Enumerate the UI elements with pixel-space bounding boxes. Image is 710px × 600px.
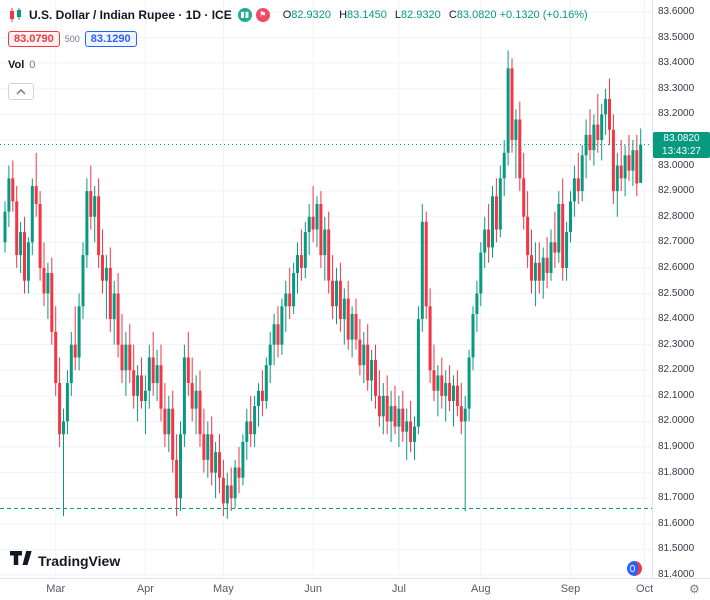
collapse-legend-button[interactable] bbox=[8, 83, 34, 100]
price-axis-label: 82.2000 bbox=[658, 364, 695, 376]
time-axis-label: Jul bbox=[391, 583, 406, 595]
price-axis-label: 81.7000 bbox=[658, 492, 695, 504]
volume-value: 0 bbox=[29, 59, 36, 71]
open-value: 82.9320 bbox=[291, 9, 332, 21]
legend: U.S. Dollar / Indian Rupee · 1D · ICE ▮▮… bbox=[8, 5, 588, 100]
tradingview-logo-icon bbox=[10, 551, 32, 570]
price-axis-label: 82.1000 bbox=[658, 389, 695, 401]
candlestick-chart[interactable] bbox=[0, 0, 710, 578]
high-label: H bbox=[339, 9, 348, 21]
time-axis-label: Jun bbox=[304, 583, 322, 595]
time-axis[interactable]: Mar Apr May Jun Jul Aug Sep Oct bbox=[0, 578, 710, 600]
chevron-up-icon bbox=[16, 88, 26, 95]
bid-price[interactable]: 83.0790 bbox=[8, 31, 60, 47]
axis-separator bbox=[652, 0, 653, 600]
price-axis-label: 83.2000 bbox=[658, 108, 695, 120]
time-axis-label: Apr bbox=[136, 583, 154, 595]
low-value: 82.9320 bbox=[401, 9, 441, 21]
legend-row-main: U.S. Dollar / Indian Rupee · 1D · ICE ▮▮… bbox=[8, 5, 588, 25]
ohlc-values: O82.9320 H83.1450 L82.9320 C83.0820 +0.1… bbox=[278, 9, 588, 21]
price-axis-label: 81.9000 bbox=[658, 441, 695, 453]
close-label: C bbox=[448, 9, 457, 21]
price-axis[interactable]: 81.4000 81.5000 81.6000 81.7000 81.8000 81.90… bbox=[653, 0, 710, 580]
open-label: O bbox=[282, 9, 292, 21]
current-price-badge: 83.0820 13:43:27 bbox=[653, 131, 710, 158]
price-axis-label: 82.6000 bbox=[658, 261, 695, 273]
price-axis-label: 83.5000 bbox=[658, 31, 695, 43]
price-axis-label: 82.9000 bbox=[658, 185, 695, 197]
price-axis-label: 82.8000 bbox=[658, 210, 695, 222]
symbol-title[interactable]: U.S. Dollar / Indian Rupee · 1D · ICE bbox=[29, 8, 232, 22]
legend-row-quotes: 83.0790 500 83.1290 bbox=[8, 29, 588, 49]
time-axis-label: Oct bbox=[636, 583, 654, 595]
globe-icon[interactable] bbox=[626, 560, 643, 577]
volume-label: Vol bbox=[8, 59, 25, 71]
price-axis-label: 83.4000 bbox=[658, 57, 695, 69]
price-axis-label: 82.0000 bbox=[658, 415, 695, 427]
time-axis-label: Mar bbox=[46, 583, 66, 595]
time-axis-label: Sep bbox=[560, 583, 581, 595]
low-label: L bbox=[394, 9, 401, 21]
price-axis-label: 81.5000 bbox=[658, 543, 695, 555]
time-axis-label: May bbox=[213, 583, 234, 595]
price-axis-label: 82.7000 bbox=[658, 236, 695, 248]
price-axis-label: 83.3000 bbox=[658, 82, 695, 94]
price-axis-label: 83.0000 bbox=[658, 159, 695, 171]
change-value: +0.1320 (+0.16%) bbox=[499, 9, 588, 21]
bar-countdown: 13:43:27 bbox=[662, 145, 701, 157]
chart-status-icon[interactable]: ▮▮ bbox=[237, 8, 252, 22]
price-axis-label: 81.6000 bbox=[658, 517, 695, 529]
gear-icon[interactable]: ⚙ bbox=[689, 582, 700, 596]
tradingview-logo[interactable]: TradingView bbox=[10, 551, 120, 570]
price-axis-label: 83.6000 bbox=[658, 6, 695, 17]
close-value: 83.0820 bbox=[456, 9, 497, 21]
high-value: 83.1450 bbox=[347, 9, 387, 21]
flag-icon[interactable]: ⚑ bbox=[255, 8, 270, 22]
spread-value: 500 bbox=[64, 34, 80, 44]
price-axis-label: 82.5000 bbox=[658, 287, 695, 299]
price-axis-label: 82.3000 bbox=[658, 338, 695, 350]
time-axis-label: Aug bbox=[471, 583, 491, 595]
tradingview-logo-text: TradingView bbox=[38, 552, 121, 569]
candlestick-style-icon bbox=[8, 8, 24, 22]
ask-price[interactable]: 83.1290 bbox=[84, 31, 137, 47]
price-axis-label: 81.8000 bbox=[658, 466, 695, 478]
legend-row-volume: Vol 0 bbox=[8, 55, 588, 75]
price-axis-label: 82.4000 bbox=[658, 313, 695, 325]
current-price-value: 83.0820 bbox=[663, 132, 700, 144]
price-axis-label: 81.4000 bbox=[658, 569, 695, 580]
